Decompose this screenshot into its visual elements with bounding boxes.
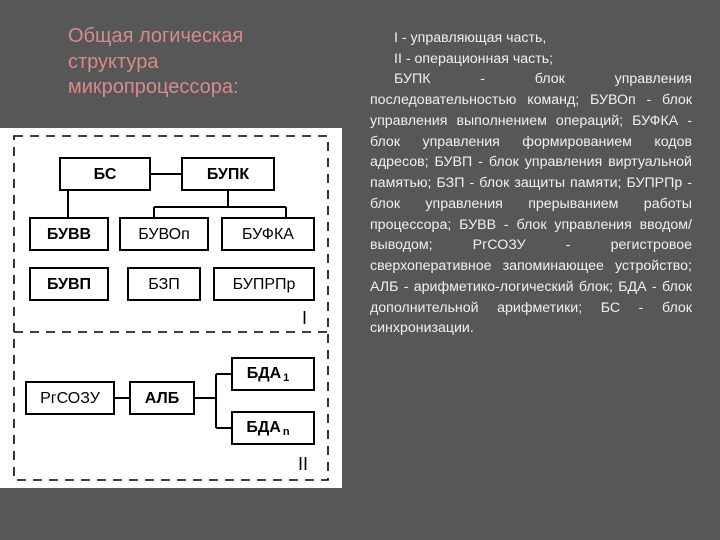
label-rgsozu: РгСОЗУ [40, 390, 101, 407]
label-buvop: БУВОп [138, 226, 190, 243]
legend-line-2: II - операционная часть; [370, 49, 692, 70]
label-bzp: БЗП [148, 276, 179, 293]
label-bupk: БУПК [207, 166, 250, 183]
diagram: БС БУПК БУВВ БУВОп БУФКА БУВП БЗП БУПРПр… [0, 128, 342, 488]
label-alb: АЛБ [145, 390, 179, 407]
legend-block: I - управляющая часть, II - операционная… [370, 28, 692, 339]
label-buprpr: БУПРПр [233, 276, 296, 293]
legend-line-1: I - управляющая часть, [370, 28, 692, 49]
label-bufka: БУФКА [242, 226, 294, 243]
legend-body: БУПК - блок управления последовательност… [370, 69, 692, 339]
label-bs: БС [94, 166, 117, 183]
section-label-I: I [302, 308, 307, 328]
section-label-II: II [298, 454, 308, 474]
page-title: Общая логическая структура микропроцессо… [68, 24, 328, 101]
label-buvp: БУВП [47, 276, 91, 293]
label-buvv: БУВВ [47, 226, 91, 243]
